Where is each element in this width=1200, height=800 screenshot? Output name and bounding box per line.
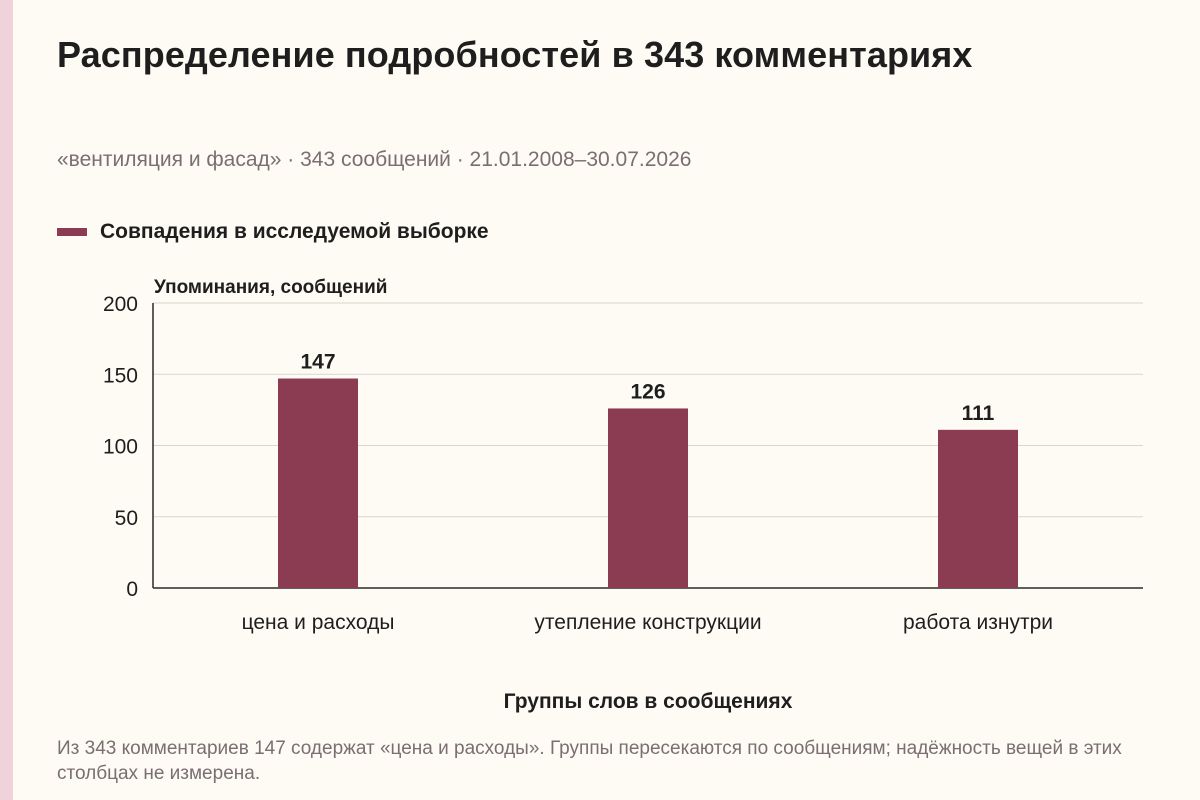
x-tick-label: утепление конструкции bbox=[534, 611, 761, 634]
x-tick-label: цена и расходы bbox=[242, 611, 395, 634]
footnote: Из 343 комментариев 147 содержат «цена и… bbox=[57, 738, 1122, 784]
accent-strip bbox=[0, 0, 13, 800]
legend-swatch bbox=[57, 228, 87, 236]
x-axis-label: Группы слов в сообщениях bbox=[504, 690, 793, 713]
y-tick-label: 200 bbox=[103, 293, 138, 316]
bar bbox=[608, 408, 688, 588]
y-tick-label: 150 bbox=[103, 364, 138, 387]
x-tick-label: работа изнутри bbox=[903, 611, 1053, 634]
y-axis-label: Упоминания, сообщений bbox=[154, 277, 387, 298]
bar bbox=[278, 378, 358, 588]
y-tick-label: 0 bbox=[126, 578, 138, 601]
data-label: 126 bbox=[630, 380, 665, 403]
data-label: 147 bbox=[300, 351, 335, 374]
bar bbox=[938, 429, 1018, 588]
chart-title: Распределение подробностей в 343 коммент… bbox=[57, 34, 973, 75]
chart-subtitle: «вентиляция и фасад» · 343 сообщений · 2… bbox=[57, 148, 692, 171]
legend-label: Совпадения в исследуемой выборке bbox=[100, 220, 489, 243]
legend: Совпадения в исследуемой выборке bbox=[57, 220, 489, 244]
y-tick-label: 50 bbox=[115, 507, 138, 530]
data-label: 111 bbox=[962, 402, 995, 425]
y-tick-label: 100 bbox=[103, 436, 138, 459]
